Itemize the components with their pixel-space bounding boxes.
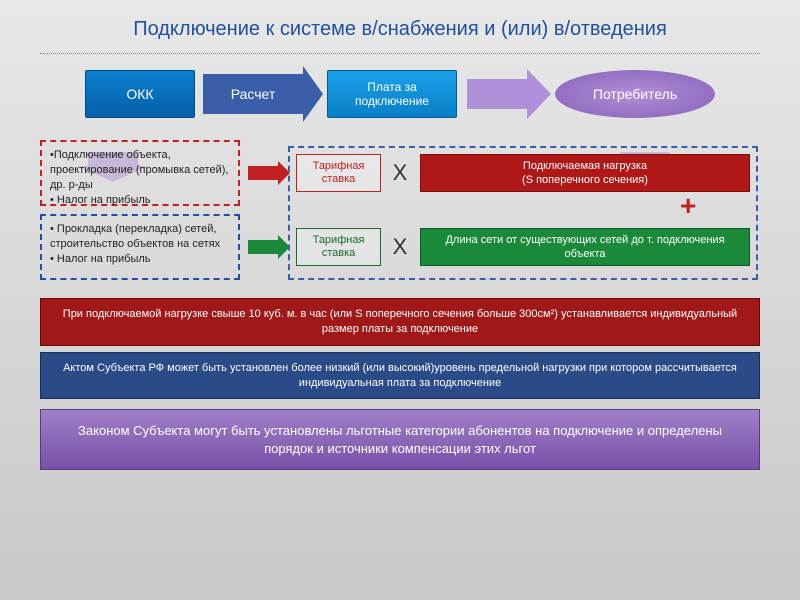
tariff-rate-2: Тарифная ставка <box>296 228 381 266</box>
info-bar-purple: Законом Субъекта могут быть установлены … <box>40 409 760 470</box>
arrow-to-tariff-1 <box>248 166 278 180</box>
purple-arrow <box>467 79 527 109</box>
info-bar-red: При подключаемой нагрузке свыше 10 куб. … <box>40 298 760 346</box>
arrow-to-tariff-2 <box>248 240 278 254</box>
multiply-1: Х <box>388 160 412 186</box>
info-bar-blue: Актом Субъекта РФ может быть установлен … <box>40 352 760 400</box>
tariff-rate-1: Тарифная ставка <box>296 154 381 192</box>
connected-load-box: Подключаемая нагрузка(S поперечного сече… <box>420 154 750 192</box>
plus-sign: + <box>680 190 696 222</box>
okk-box: ОКК <box>85 70 195 118</box>
payment-box: Плата за подключение <box>327 70 457 118</box>
cost-list-red: •Подключение объекта, проектирование (пр… <box>40 140 240 206</box>
network-length-box: Длина сети от существующих сетей до т. п… <box>420 228 750 266</box>
divider <box>40 53 760 54</box>
mid-area: •Подключение объекта, проектирование (пр… <box>40 140 760 290</box>
cost-list-blue: • Прокладка (перекладка) сетей, строител… <box>40 214 240 280</box>
flow-row: ОКК Расчет Плата за подключение Потребит… <box>40 70 760 118</box>
consumer-box: Потребитель <box>555 70 715 118</box>
page-title: Подключение к системе в/снабжения и (или… <box>0 0 800 53</box>
multiply-2: Х <box>388 234 412 260</box>
calc-arrow: Расчет <box>203 74 303 114</box>
